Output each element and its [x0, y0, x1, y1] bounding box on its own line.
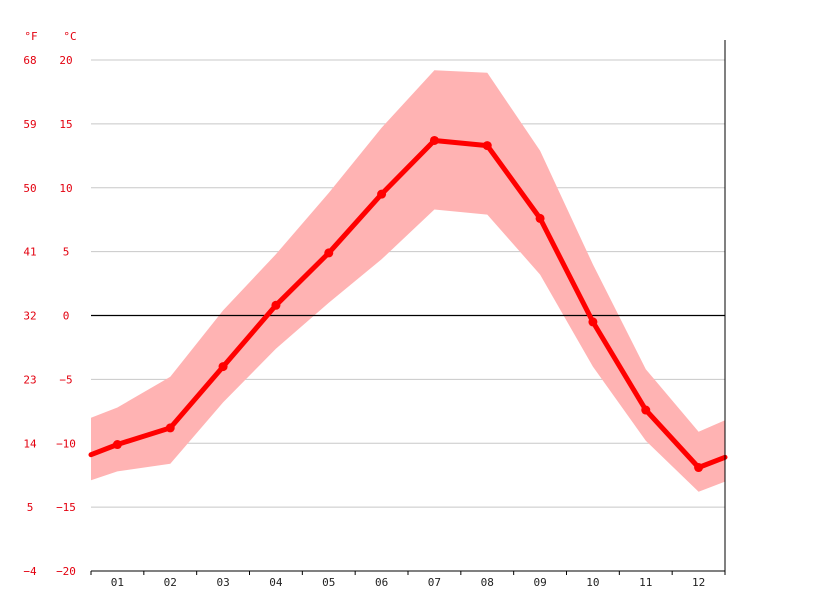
x-tick-label: 02	[164, 576, 177, 589]
x-tick-label: 04	[269, 576, 283, 589]
y-tick-fahrenheit: 68	[23, 54, 36, 67]
y-tick-celsius: −10	[56, 437, 76, 450]
x-axis: 01 02 03 04 05 06 07 08 09 10 11 12	[90, 40, 726, 589]
y-axis-ticks: 20 68 15 59 10 50 5 41 0 32 −5 23 −10 14 −15 5 −20 −4	[23, 54, 76, 578]
y-tick-fahrenheit: 14	[23, 437, 37, 450]
data-point	[112, 440, 122, 450]
data-point	[535, 213, 545, 223]
y-tick-fahrenheit: 41	[23, 246, 36, 259]
y-tick-celsius: −5	[59, 373, 72, 386]
y-tick-celsius: 15	[59, 118, 72, 131]
celsius-unit-label: °C	[63, 30, 76, 43]
data-point	[324, 248, 334, 258]
x-tick-label: 09	[533, 576, 546, 589]
data-point	[429, 135, 439, 145]
data-point	[641, 405, 651, 415]
data-point	[482, 141, 492, 151]
data-point	[218, 362, 228, 372]
x-tick-label: 12	[692, 576, 705, 589]
x-tick-label: 11	[639, 576, 652, 589]
range-band	[91, 70, 725, 492]
x-tick-label: 10	[586, 576, 599, 589]
x-tick-label: 05	[322, 576, 335, 589]
y-tick-fahrenheit: 5	[27, 501, 34, 514]
y-tick-fahrenheit: 32	[23, 310, 36, 323]
x-tick-label: 06	[375, 576, 388, 589]
x-tick-label: 03	[216, 576, 229, 589]
y-tick-celsius: −15	[56, 501, 76, 514]
x-tick-label: 08	[481, 576, 494, 589]
y-tick-fahrenheit: 59	[23, 118, 36, 131]
y-tick-celsius: 20	[59, 54, 72, 67]
x-tick-label: 07	[428, 576, 441, 589]
data-point	[271, 300, 281, 310]
data-point	[588, 317, 598, 327]
average-line-group	[88, 138, 728, 470]
y-tick-celsius: 0	[63, 310, 70, 323]
average-temperature-line	[88, 138, 728, 470]
data-point	[694, 463, 704, 473]
temperature-range-band	[91, 70, 725, 492]
data-points	[112, 135, 704, 473]
y-tick-fahrenheit: 50	[23, 182, 36, 195]
data-point	[377, 189, 387, 199]
data-point	[165, 423, 175, 433]
y-tick-celsius: −20	[56, 565, 76, 578]
x-tick-label: 01	[111, 576, 124, 589]
y-tick-fahrenheit: −4	[23, 565, 37, 578]
y-tick-celsius: 10	[59, 182, 72, 195]
y-tick-fahrenheit: 23	[23, 373, 36, 386]
y-tick-celsius: 5	[63, 246, 70, 259]
fahrenheit-unit-label: °F	[24, 30, 37, 43]
